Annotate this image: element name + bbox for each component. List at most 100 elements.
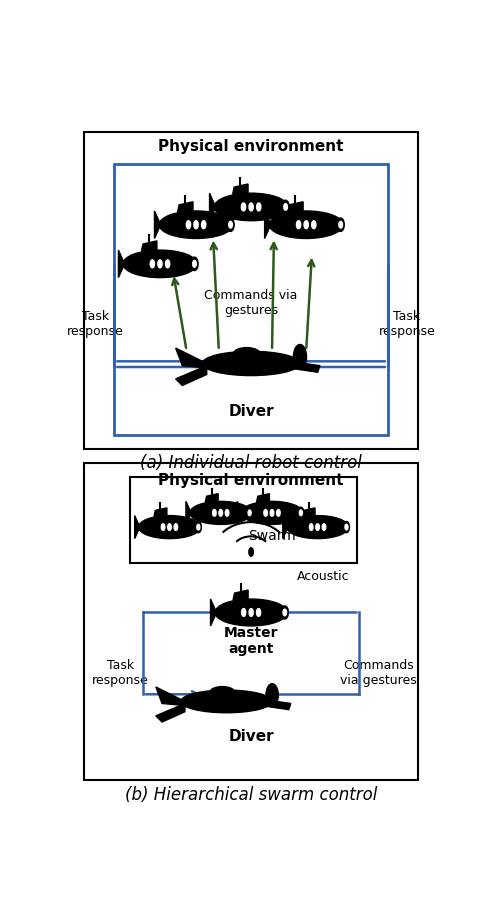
Ellipse shape — [269, 211, 343, 238]
Polygon shape — [302, 508, 315, 517]
Circle shape — [281, 606, 288, 619]
Circle shape — [282, 201, 289, 213]
Circle shape — [249, 609, 253, 616]
Polygon shape — [142, 241, 157, 251]
Circle shape — [196, 521, 201, 533]
Circle shape — [197, 524, 200, 529]
Circle shape — [225, 509, 229, 517]
Polygon shape — [211, 599, 217, 626]
Circle shape — [312, 221, 316, 229]
Text: Master
agent: Master agent — [224, 626, 278, 656]
Polygon shape — [154, 211, 161, 238]
Text: Physical environment: Physical environment — [158, 139, 344, 154]
Bar — [129, 478, 358, 563]
Ellipse shape — [159, 211, 233, 238]
Text: Diver: Diver — [228, 404, 274, 419]
Ellipse shape — [214, 193, 288, 221]
Circle shape — [150, 260, 154, 268]
Text: Swarm: Swarm — [248, 529, 296, 543]
Circle shape — [229, 222, 232, 228]
Bar — [115, 164, 388, 434]
Polygon shape — [175, 348, 207, 368]
Circle shape — [264, 509, 268, 517]
Text: (a) Individual robot control: (a) Individual robot control — [140, 454, 362, 472]
Circle shape — [219, 509, 222, 517]
Text: Diver: Diver — [228, 729, 274, 745]
Circle shape — [298, 507, 304, 518]
Ellipse shape — [210, 687, 235, 699]
Circle shape — [158, 260, 162, 268]
Ellipse shape — [181, 690, 272, 712]
Circle shape — [283, 609, 287, 615]
Circle shape — [227, 218, 234, 231]
Text: Commands
via gestures: Commands via gestures — [340, 659, 416, 687]
Ellipse shape — [215, 599, 287, 626]
Circle shape — [249, 548, 253, 556]
Circle shape — [161, 524, 165, 530]
Ellipse shape — [233, 347, 260, 360]
Polygon shape — [233, 590, 248, 600]
Ellipse shape — [287, 516, 348, 539]
Circle shape — [191, 257, 198, 271]
Circle shape — [248, 510, 251, 516]
Polygon shape — [119, 250, 124, 277]
Text: Commands via
gestures: Commands via gestures — [204, 289, 298, 317]
Polygon shape — [288, 201, 303, 212]
Circle shape — [194, 221, 198, 229]
Polygon shape — [205, 493, 218, 502]
Polygon shape — [237, 502, 243, 525]
Circle shape — [277, 509, 280, 517]
Polygon shape — [156, 687, 185, 706]
Polygon shape — [154, 508, 167, 517]
Circle shape — [337, 218, 344, 231]
Polygon shape — [257, 493, 270, 502]
Polygon shape — [175, 366, 207, 385]
Polygon shape — [273, 359, 320, 372]
Circle shape — [242, 203, 245, 211]
Circle shape — [246, 507, 253, 518]
Ellipse shape — [241, 502, 303, 525]
Circle shape — [186, 221, 191, 229]
Circle shape — [304, 221, 308, 229]
Circle shape — [257, 203, 261, 211]
Circle shape — [256, 609, 261, 616]
Circle shape — [322, 524, 326, 530]
Circle shape — [316, 524, 319, 530]
Circle shape — [266, 684, 278, 707]
Bar — [84, 463, 418, 780]
Text: (b) Hierarchical swarm control: (b) Hierarchical swarm control — [125, 786, 377, 804]
Circle shape — [339, 222, 343, 228]
Circle shape — [213, 509, 216, 517]
Polygon shape — [156, 703, 185, 722]
Polygon shape — [135, 516, 140, 539]
Text: Task
response: Task response — [92, 659, 148, 687]
Circle shape — [242, 609, 246, 616]
Circle shape — [345, 524, 348, 529]
Circle shape — [343, 521, 349, 533]
Circle shape — [201, 221, 206, 229]
Polygon shape — [210, 193, 216, 221]
Circle shape — [270, 509, 274, 517]
Ellipse shape — [123, 250, 197, 277]
Text: Task
response: Task response — [378, 310, 435, 338]
Circle shape — [249, 203, 253, 211]
Circle shape — [299, 510, 302, 516]
Bar — [84, 132, 418, 449]
Circle shape — [294, 345, 307, 370]
Ellipse shape — [190, 502, 252, 525]
Circle shape — [309, 524, 313, 530]
Circle shape — [296, 221, 301, 229]
Circle shape — [174, 524, 178, 530]
Circle shape — [168, 524, 172, 530]
Ellipse shape — [139, 516, 200, 539]
Circle shape — [166, 260, 170, 268]
Polygon shape — [265, 211, 271, 238]
Text: Task
response: Task response — [67, 310, 124, 338]
Text: Physical environment: Physical environment — [158, 473, 344, 489]
Polygon shape — [233, 184, 248, 194]
Polygon shape — [177, 201, 193, 212]
Polygon shape — [283, 516, 288, 539]
Circle shape — [284, 203, 288, 211]
Ellipse shape — [202, 351, 300, 375]
Polygon shape — [186, 502, 191, 525]
